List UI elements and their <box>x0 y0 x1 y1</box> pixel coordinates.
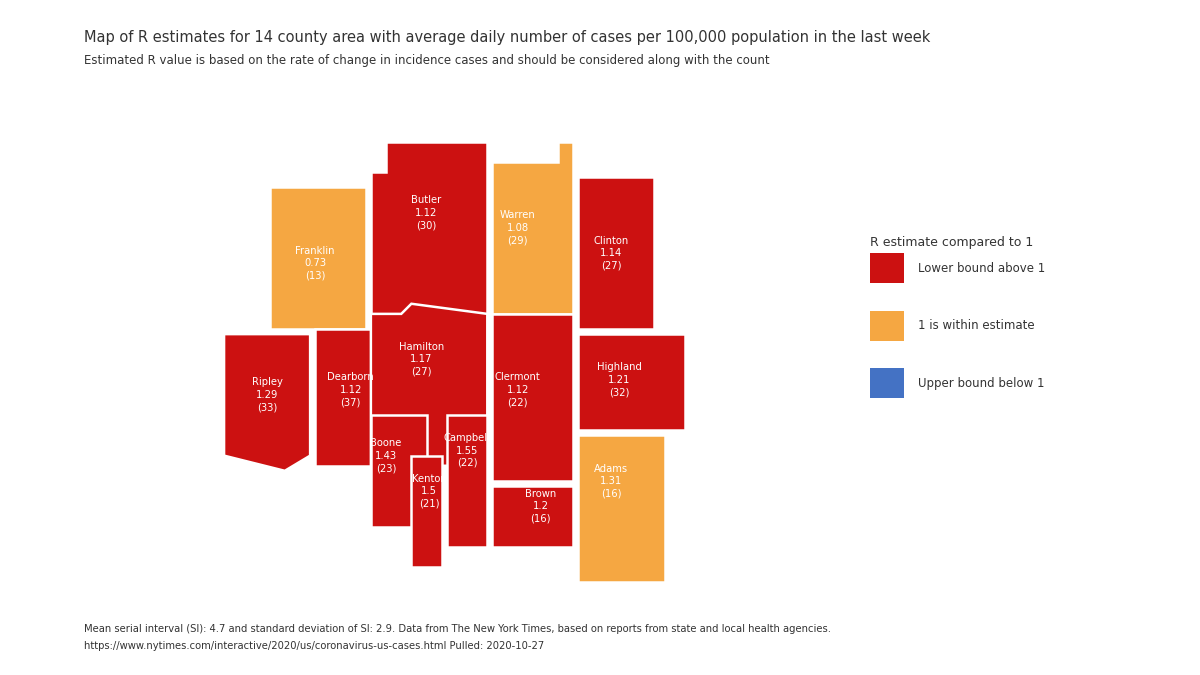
Polygon shape <box>371 415 426 526</box>
Text: Clermont
1.12
(22): Clermont 1.12 (22) <box>494 373 540 407</box>
Text: Campbell
1.55
(22): Campbell 1.55 (22) <box>444 433 491 468</box>
Polygon shape <box>224 334 310 471</box>
Polygon shape <box>492 314 574 481</box>
Text: 1 is within estimate: 1 is within estimate <box>918 319 1034 332</box>
Text: Franklin
0.73
(13): Franklin 0.73 (13) <box>295 246 335 281</box>
Text: Boone
1.43
(23): Boone 1.43 (23) <box>371 438 402 473</box>
Text: Mean serial interval (SI): 4.7 and standard deviation of SI: 2.9. Data from The : Mean serial interval (SI): 4.7 and stand… <box>84 624 830 634</box>
Text: Butler
1.12
(30): Butler 1.12 (30) <box>412 195 442 230</box>
Text: Highland
1.21
(32): Highland 1.21 (32) <box>596 362 641 397</box>
Polygon shape <box>371 304 487 466</box>
Polygon shape <box>316 329 371 466</box>
Text: Brown
1.2
(16): Brown 1.2 (16) <box>524 489 556 524</box>
Text: Kenton
1.5
(21): Kenton 1.5 (21) <box>412 474 446 508</box>
Text: Upper bound below 1: Upper bound below 1 <box>918 377 1044 389</box>
Text: Lower bound above 1: Lower bound above 1 <box>918 262 1045 275</box>
Text: Hamilton
1.17
(27): Hamilton 1.17 (27) <box>398 342 444 377</box>
Text: R estimate compared to 1: R estimate compared to 1 <box>870 236 1033 249</box>
Text: https://www.nytimes.com/interactive/2020/us/coronavirus-us-cases.html Pulled: 20: https://www.nytimes.com/interactive/2020… <box>84 641 545 651</box>
Text: Ripley
1.29
(33): Ripley 1.29 (33) <box>252 377 282 412</box>
Polygon shape <box>578 334 685 431</box>
Polygon shape <box>578 435 665 582</box>
Text: Estimated R value is based on the rate of change in incidence cases and should b: Estimated R value is based on the rate o… <box>84 54 769 67</box>
Text: Adams
1.31
(16): Adams 1.31 (16) <box>594 464 629 498</box>
Polygon shape <box>446 415 487 547</box>
Polygon shape <box>412 456 442 567</box>
Polygon shape <box>270 187 366 329</box>
Polygon shape <box>578 178 654 329</box>
Text: Dearborn
1.12
(37): Dearborn 1.12 (37) <box>328 373 374 407</box>
Text: Warren
1.08
(29): Warren 1.08 (29) <box>500 211 535 245</box>
Polygon shape <box>492 142 574 314</box>
Polygon shape <box>492 486 574 547</box>
Text: Clinton
1.14
(27): Clinton 1.14 (27) <box>594 236 629 271</box>
Polygon shape <box>371 142 487 314</box>
Text: Map of R estimates for 14 county area with average daily number of cases per 100: Map of R estimates for 14 county area wi… <box>84 30 930 45</box>
